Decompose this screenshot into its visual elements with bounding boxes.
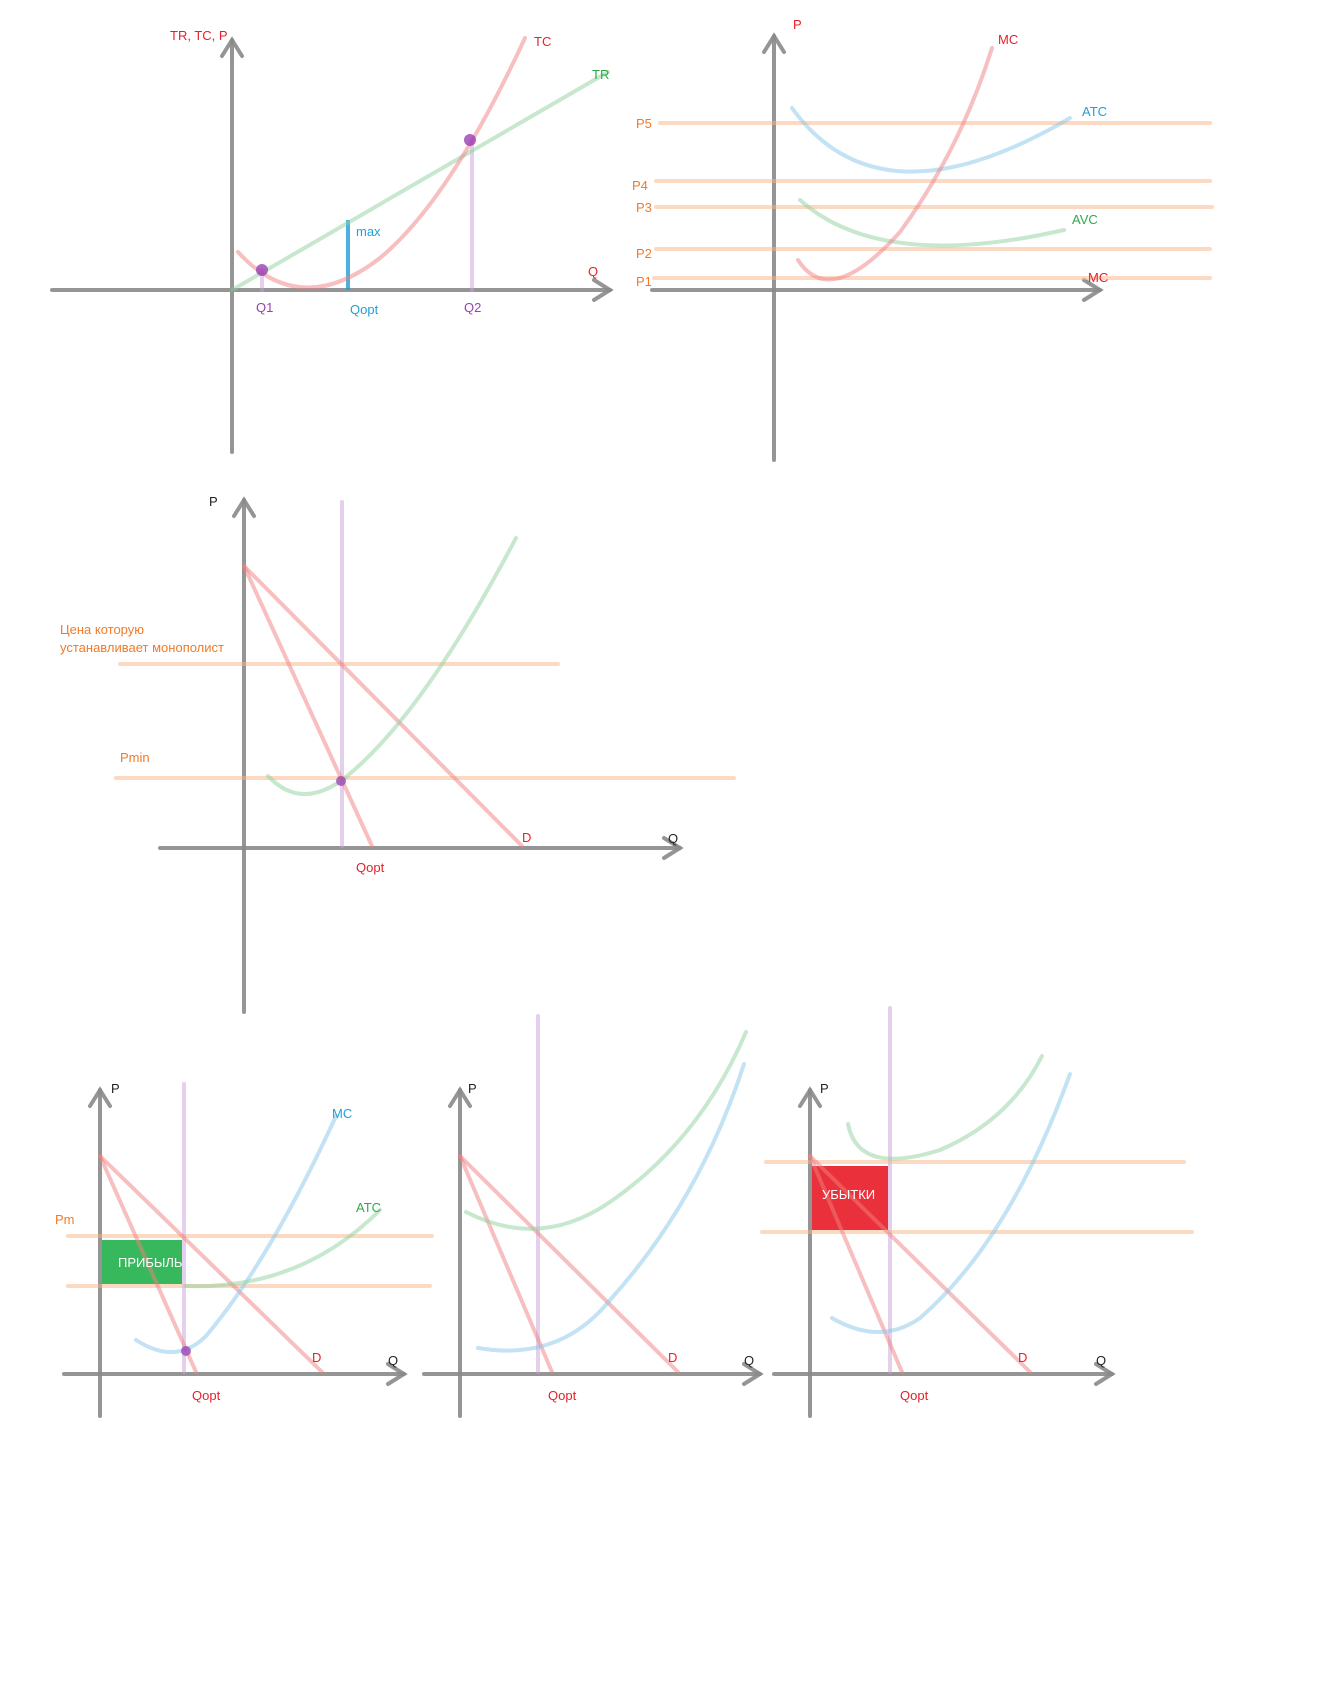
x-axis-label: Q <box>668 831 678 846</box>
mc-label-top: MC <box>998 32 1018 47</box>
qopt-label: Qopt <box>548 1388 577 1403</box>
qopt-label: Qopt <box>192 1388 221 1403</box>
diagram-losses: P Q УБЫТКИ D Qopt <box>760 1006 1194 1418</box>
marginal-revenue-curve <box>242 564 374 848</box>
atc-label: ATC <box>356 1200 381 1215</box>
y-axis-arrow-icon <box>220 36 244 58</box>
p2-label: P2 <box>636 246 652 261</box>
x-axis-arrow-icon <box>1082 278 1104 302</box>
mc-curve <box>476 1062 746 1353</box>
x-axis-label: Q <box>388 1353 398 1368</box>
demand-curve <box>242 564 524 848</box>
mc-curve <box>266 536 518 796</box>
y-axis-label: TR, TC, P <box>170 28 228 43</box>
y-axis-arrow-icon <box>798 1086 822 1108</box>
p4-label: P4 <box>632 178 648 193</box>
x-axis-label: Q <box>588 264 598 279</box>
q1-label: Q1 <box>256 300 273 315</box>
marginal-revenue-curve <box>458 1154 554 1374</box>
equilibrium-point <box>181 1346 191 1356</box>
tc-curve <box>236 36 527 290</box>
x-axis-label: Q <box>1096 1353 1106 1368</box>
atc-curve <box>790 106 1072 174</box>
x-axis-arrow-icon <box>592 278 614 302</box>
tr-curve <box>230 70 610 292</box>
mc-curve <box>796 46 994 282</box>
mc-curve <box>134 1114 338 1354</box>
equilibrium-point <box>336 776 346 786</box>
y-axis-arrow-icon <box>448 1086 472 1108</box>
d-label: D <box>668 1350 677 1365</box>
avc-curve <box>798 198 1066 248</box>
diagram-tr-tc: TR, TC, P Q TC TR max Q1 Qopt Q2 <box>50 28 614 454</box>
p1-label: P1 <box>636 274 652 289</box>
atc-label: ATC <box>1082 104 1107 119</box>
x-axis-arrow-icon <box>662 836 684 860</box>
marginal-revenue-curve <box>808 1154 904 1374</box>
diagram-monopoly-price: P Q Цена которую устанавливает монополис… <box>60 494 736 1014</box>
diagram-profit: P Q MC ATC Pm ПРИБЫЛЬ D Qopt <box>55 1081 434 1418</box>
y-axis-label: P <box>820 1081 829 1096</box>
atc-curve <box>464 1030 748 1231</box>
y-axis-arrow-icon <box>88 1086 112 1108</box>
tr-label: TR <box>592 67 609 82</box>
y-axis-label: P <box>793 17 802 32</box>
demand-curve <box>458 1154 680 1374</box>
tc-label: TC <box>534 34 551 49</box>
qopt-label: Qopt <box>350 302 379 317</box>
p3-label: P3 <box>636 200 652 215</box>
d-label: D <box>1018 1350 1027 1365</box>
d-label: D <box>522 830 531 845</box>
atc-curve <box>846 1054 1044 1161</box>
diagram-zero-profit: P Q D Qopt <box>422 1014 764 1418</box>
qopt-label: Qopt <box>900 1388 929 1403</box>
x-axis-arrow-icon <box>386 1362 408 1386</box>
y-axis-arrow-icon <box>762 32 786 54</box>
y-axis-arrow-icon <box>232 496 256 518</box>
x-axis-label: Q <box>744 1353 754 1368</box>
monopoly-price-label-line2: устанавливает монополист <box>60 640 224 655</box>
mc-curve <box>830 1072 1072 1334</box>
max-label: max <box>356 224 381 239</box>
x-axis-arrow-icon <box>742 1362 764 1386</box>
d-label: D <box>312 1350 321 1365</box>
diagram-cost-curves: P MC ATC AVC MC P5 P4 P3 P2 P1 <box>632 17 1214 462</box>
demand-curve <box>98 1154 324 1374</box>
q2-intersection-point <box>464 134 476 146</box>
p5-label: P5 <box>636 116 652 131</box>
q1-intersection-point <box>256 264 268 276</box>
profit-label: ПРИБЫЛЬ <box>118 1255 182 1270</box>
q2-label: Q2 <box>464 300 481 315</box>
monopoly-price-label-line1: Цена которую <box>60 622 144 637</box>
mc-label: MC <box>332 1106 352 1121</box>
mc-label-bottom: MC <box>1088 270 1108 285</box>
demand-curve <box>808 1154 1032 1374</box>
loss-label: УБЫТКИ <box>822 1187 875 1202</box>
x-axis-arrow-icon <box>1094 1362 1116 1386</box>
qopt-label: Qopt <box>356 860 385 875</box>
y-axis-label: P <box>468 1081 477 1096</box>
pm-label: Pm <box>55 1212 75 1227</box>
avc-label: AVC <box>1072 212 1098 227</box>
pmin-label: Pmin <box>120 750 150 765</box>
marginal-revenue-curve <box>98 1154 198 1374</box>
y-axis-label: P <box>209 494 218 509</box>
atc-curve <box>184 1208 382 1289</box>
y-axis-label: P <box>111 1081 120 1096</box>
